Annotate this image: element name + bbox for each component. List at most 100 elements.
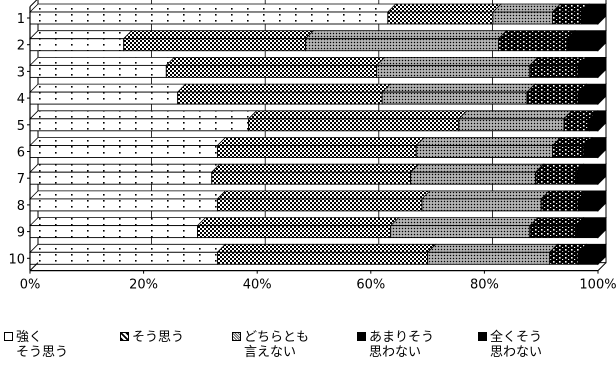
bar-end-face	[597, 163, 607, 186]
bar-segment	[29, 118, 250, 132]
legend-label: 強く そう思う	[16, 330, 69, 360]
bar-top-face	[216, 190, 431, 200]
bar-segment	[549, 251, 579, 265]
legend-label: どちらとも 言えない	[244, 330, 310, 360]
bar-top-face	[304, 30, 508, 40]
bar-top-face	[196, 217, 400, 227]
bar-segment	[216, 198, 423, 212]
legend-label: あまりそう 思わない	[369, 330, 435, 360]
bar-segment	[589, 118, 599, 132]
bar-top-face	[457, 110, 573, 120]
bar-segment	[29, 198, 218, 212]
bar-segment	[563, 118, 590, 132]
legend-swatch	[478, 332, 487, 341]
legend-swatch	[120, 332, 129, 341]
bar-top-face	[528, 217, 585, 227]
bar-top-face	[29, 83, 187, 93]
bar-segment	[248, 118, 460, 132]
bar-top-face	[165, 57, 386, 66]
bar-segment	[427, 251, 551, 265]
bar-end-face	[597, 29, 607, 52]
x-tick-label: 60%	[356, 278, 385, 293]
bar-segment	[216, 145, 417, 158]
bar-end-face	[597, 109, 607, 132]
y-tick-label: 6	[17, 146, 25, 161]
axes	[27, 0, 607, 274]
bar-segment	[29, 171, 213, 185]
x-tick-label: 40%	[243, 278, 272, 293]
bar-top-face	[491, 3, 562, 13]
bar-top-face	[29, 30, 133, 40]
bar-top-face	[409, 163, 545, 173]
bar-segment	[574, 171, 599, 185]
bar-top-face	[375, 57, 539, 66]
bar-segment	[583, 145, 599, 158]
bar-segment	[577, 251, 599, 265]
bar-segment	[390, 225, 531, 239]
legend-swatch	[357, 332, 366, 341]
bar-top-face	[420, 190, 551, 200]
bar-segment	[376, 64, 531, 78]
bar-segment	[552, 145, 585, 158]
bar-segment	[552, 11, 582, 25]
bar-segment	[421, 198, 542, 212]
axis-depth-edge	[29, 262, 39, 272]
bar-segment	[574, 225, 599, 239]
bar-top-face	[29, 217, 207, 227]
bar-top-face	[389, 217, 539, 227]
x-tick-labels: 0% 20% 40% 60% 80% 100%	[20, 278, 616, 293]
legend-label: 全くそう 思わない	[490, 330, 543, 360]
bar-segment	[123, 38, 306, 52]
bar-top-face	[29, 243, 227, 253]
bar-top-face	[29, 190, 227, 200]
bar-segment	[410, 171, 536, 185]
bar-segment	[29, 225, 199, 239]
x-tick-label: 0%	[20, 278, 41, 293]
bar-segment	[216, 251, 429, 265]
x-tick-label: 100%	[579, 278, 616, 293]
bar-top-face	[386, 3, 502, 13]
bar-segment	[580, 11, 599, 25]
bar-segment	[415, 145, 554, 158]
bar-segment	[211, 171, 412, 185]
bar-segment	[492, 11, 554, 25]
axis-depth-edge	[29, 0, 38, 8]
y-tick-label: 1	[17, 12, 25, 27]
legend-swatch	[232, 332, 241, 341]
bar-end-face	[597, 136, 607, 159]
bar-segment	[29, 91, 179, 105]
bar-segment	[529, 225, 576, 239]
bar-segment	[535, 171, 576, 185]
bar-segment	[540, 198, 579, 212]
bar-top-face	[29, 137, 227, 146]
bar-end-face	[597, 83, 607, 106]
x-tick-label: 20%	[129, 278, 158, 293]
y-tick-label: 5	[17, 119, 25, 134]
y-tick-label: 2	[17, 39, 25, 54]
bar-top-face	[216, 137, 426, 146]
bar-segment	[29, 251, 218, 265]
y-tick-label: 3	[17, 65, 25, 80]
bar-end-face	[597, 243, 607, 266]
bar-top-face	[247, 110, 468, 120]
bar-segment	[177, 91, 383, 105]
bar-segment	[305, 38, 500, 52]
bar-segment	[458, 118, 565, 132]
y-tick-label: 9	[17, 226, 25, 241]
bar-segment	[197, 225, 392, 239]
bar-top-face	[528, 57, 588, 66]
bar-segment	[529, 64, 579, 78]
y-tick-label: 4	[17, 92, 25, 107]
bar-top-face	[122, 30, 315, 40]
y-tick-label: 10	[8, 252, 25, 267]
bar-top-face	[415, 137, 562, 146]
legend-label: そう思う	[132, 330, 185, 345]
bar-top-face	[426, 243, 559, 253]
bar-segment	[498, 38, 568, 52]
bar-top-face	[381, 83, 536, 93]
axis-depth-edge	[597, 262, 607, 272]
bar-top-face	[29, 110, 258, 120]
y-tick-label: 8	[17, 199, 25, 214]
stacked-bar-chart: 1 2 3 4 5 6 7 8 9 10 0% 20% 40% 60% 80% 100%	[8, 0, 616, 293]
bar-end-face	[597, 3, 607, 25]
